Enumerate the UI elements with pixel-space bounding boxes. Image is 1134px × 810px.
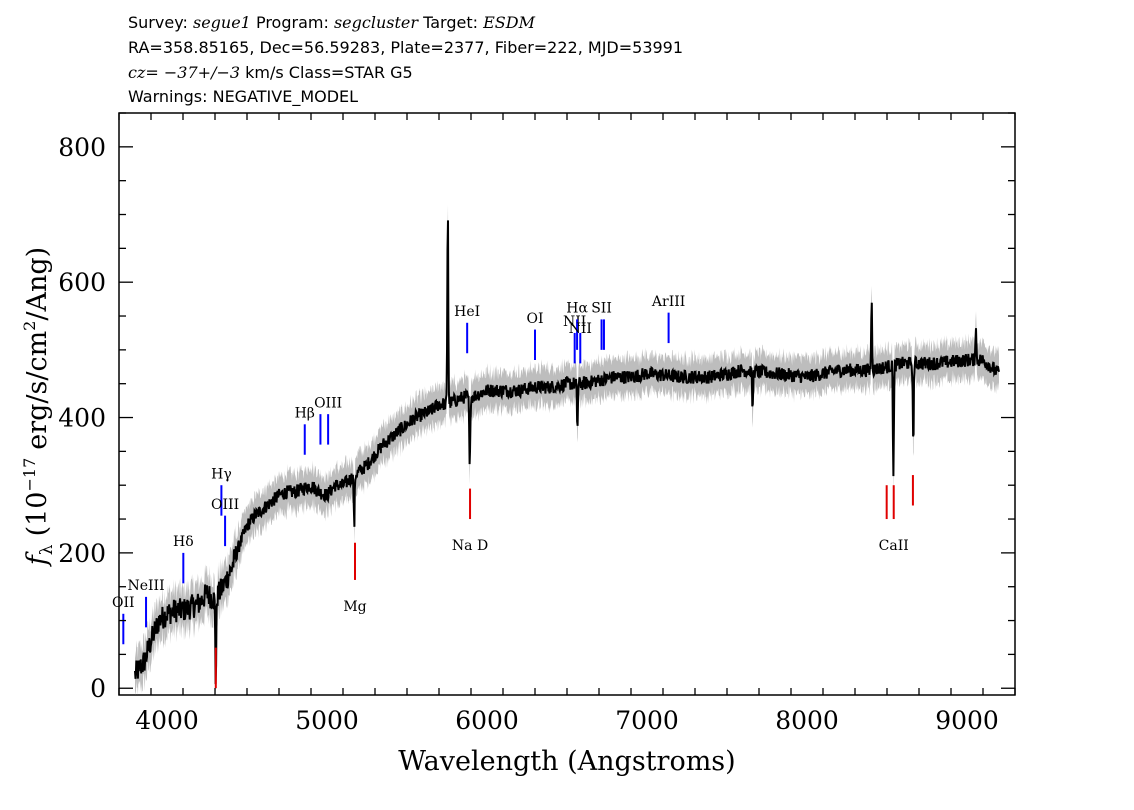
x-tick-label: 4000 — [135, 706, 199, 735]
cz-label: cz= — [128, 63, 159, 82]
y-title-f: f — [22, 551, 53, 567]
line-label-ArIII: ArIII — [651, 294, 685, 310]
cz-rest: km/s Class=STAR G5 — [245, 63, 413, 82]
cz-value: −37+/−3 — [164, 63, 240, 82]
header-line-2: RA=358.85165, Dec=56.59283, Plate=2377, … — [128, 38, 683, 57]
y-tick-label: 800 — [58, 133, 106, 162]
target-value: ESDM — [482, 13, 535, 32]
error-band-area — [135, 204, 999, 695]
line-label-Mg: Mg — [343, 599, 366, 615]
line-label-H-gamma: Hγ — [211, 466, 232, 482]
line-label-H-alpha: Hα — [566, 301, 588, 317]
line-label-OIII-5007: OIII — [314, 395, 342, 411]
x-tick-label: 7000 — [615, 706, 679, 735]
line-label-OIII-4363: OIII — [211, 497, 239, 513]
y-title-pre: (10 — [22, 492, 53, 537]
y-tick-label: 600 — [58, 268, 106, 297]
x-tick-label: 5000 — [295, 706, 359, 735]
line-label-OII: OII — [112, 595, 135, 611]
target-label: Target: — [422, 13, 478, 32]
survey-value: segue1 — [193, 13, 251, 32]
line-label-Na-D: Na D — [452, 538, 488, 554]
y-title-post: /Ang) — [22, 247, 53, 321]
line-label-NeIII: NeIII — [127, 578, 164, 594]
y-title-sub: λ — [37, 544, 57, 555]
spectrum-line-group — [134, 220, 1000, 685]
line-label-NII-6583: NII — [569, 321, 592, 337]
line-label-CaII-8542: CaII — [879, 538, 909, 554]
program-label: Program: — [256, 13, 329, 32]
line-label-SII-6716: SII — [591, 301, 612, 317]
y-tick-label: 400 — [58, 404, 106, 433]
y-title-mid: erg/s/cm — [22, 331, 53, 450]
header-line-1: Survey: segue1 Program: segcluster Targe… — [128, 13, 536, 32]
line-label-NII-6548: NII — [563, 314, 586, 330]
axis-ticks: 4000 5000 6000 7000 8000 9000 0 200 400 600 800 — [58, 112, 1016, 735]
line-label-H-beta: Hβ — [295, 406, 315, 422]
y-tick-label: 200 — [58, 539, 106, 568]
y-axis-title: fλ (10−17 erg/s/cm2/Ang) — [20, 247, 57, 567]
plot-frame — [118, 112, 1016, 696]
header-line-4: Warnings: NEGATIVE_MODEL — [128, 87, 358, 107]
spectrum-line — [134, 220, 1000, 685]
y-tick-label: 0 — [90, 674, 106, 703]
x-tick-label: 9000 — [935, 706, 999, 735]
x-axis-title: Wavelength (Angstroms) — [398, 746, 735, 777]
header-line-3: cz= −37+/−3 km/s Class=STAR G5 — [128, 63, 413, 82]
y-title-exp2: 2 — [20, 321, 39, 331]
x-tick-label: 6000 — [455, 706, 519, 735]
line-label-H-delta: Hδ — [173, 534, 194, 550]
line-label-OI: OI — [526, 311, 543, 327]
line-label-HeI: HeI — [454, 304, 480, 320]
survey-label: Survey: — [128, 13, 188, 32]
error-band — [135, 204, 999, 695]
y-title-exp: −17 — [20, 458, 39, 492]
program-value: segcluster — [334, 13, 419, 32]
x-tick-label: 8000 — [775, 706, 839, 735]
